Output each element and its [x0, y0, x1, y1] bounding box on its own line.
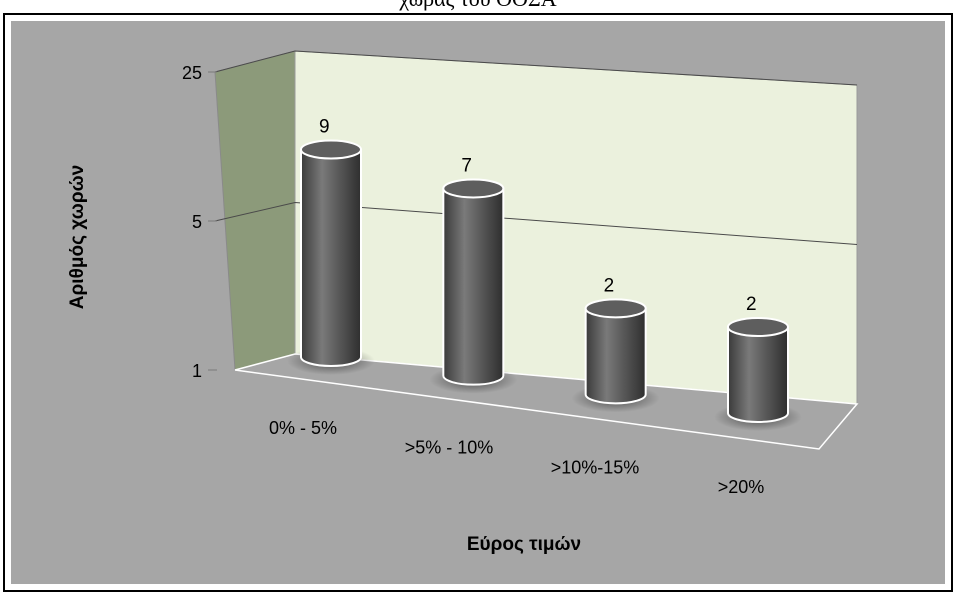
y-tick-label: 25 — [182, 63, 202, 83]
y-axis-label: Αριθμός χωρών — [67, 165, 88, 309]
data-label: 2 — [746, 294, 757, 315]
bar-top — [443, 179, 503, 197]
data-label: 7 — [461, 155, 472, 176]
bar: 7 — [429, 155, 517, 393]
bar: 9 — [287, 117, 375, 375]
chart-frame: 1 5 25 9 7 2 2 0% - 5% >5% - 10% >10%-15% >20% Α… — [3, 13, 953, 592]
bar-top — [586, 299, 646, 317]
bar-body — [728, 327, 788, 422]
bar-top — [301, 141, 361, 159]
x-tick-label: >20% — [718, 477, 765, 497]
x-tick-label: >10%-15% — [551, 457, 640, 477]
bar-body — [586, 308, 646, 403]
bar-body — [301, 150, 361, 366]
x-tick-label: 0% - 5% — [269, 418, 337, 438]
chart: 1 5 25 9 7 2 2 0% - 5% >5% - 10% >10%-15% >20% Α… — [5, 15, 951, 590]
data-label: 9 — [319, 117, 330, 138]
bar-body — [443, 188, 503, 384]
y-tick-label: 5 — [192, 212, 202, 232]
x-axis-label: Εύρος τιμών — [467, 534, 581, 555]
x-tick-label: >5% - 10% — [405, 438, 494, 458]
y-tick-label: 1 — [192, 361, 202, 381]
bar-top — [728, 318, 788, 336]
page-title-fragment: χώρας του ΟΟΣΑ — [0, 0, 956, 12]
data-label: 2 — [604, 275, 615, 296]
